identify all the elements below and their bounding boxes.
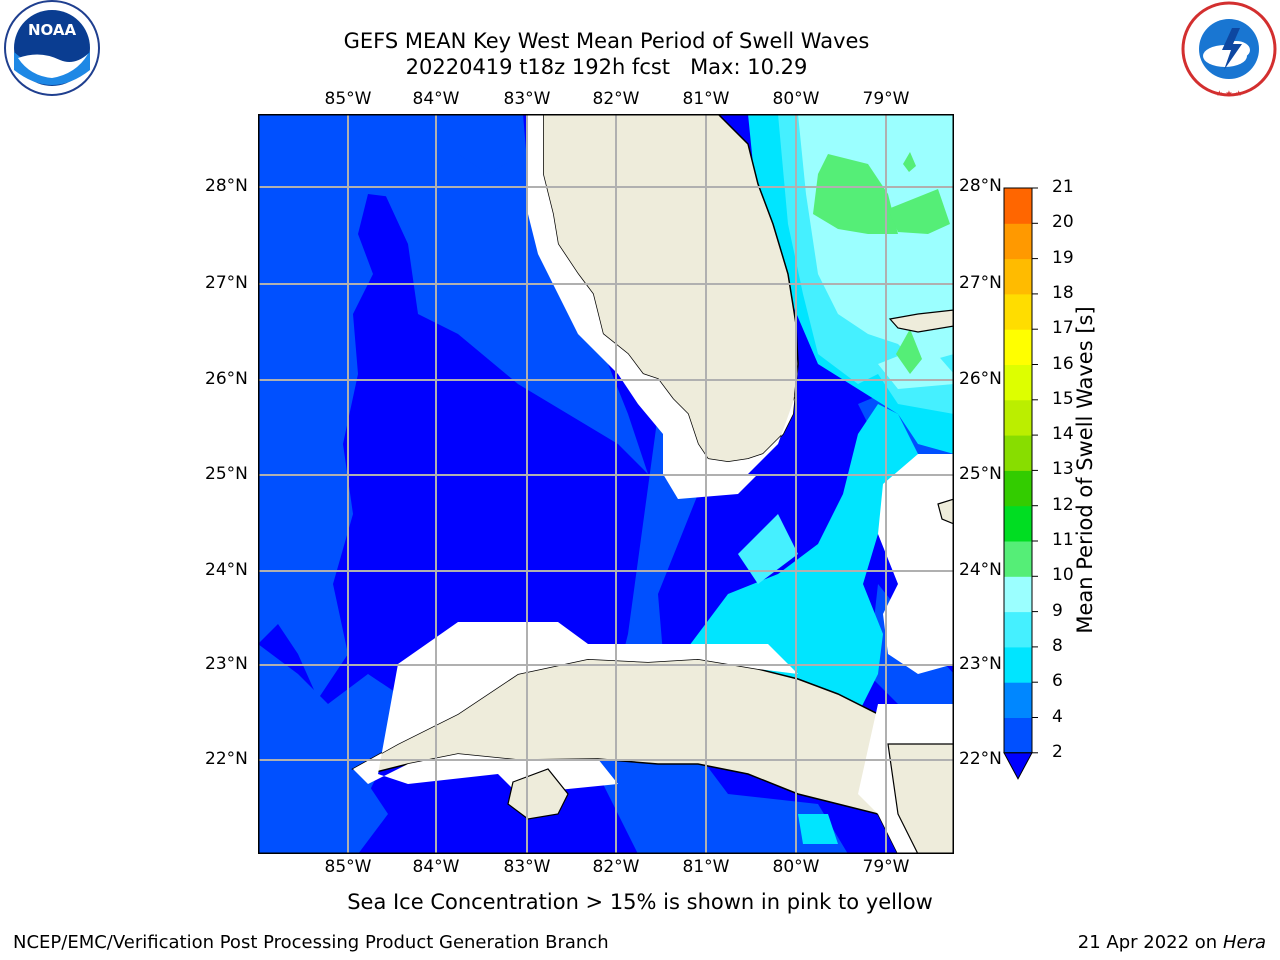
lon-label-bottom: 85°W — [324, 857, 372, 877]
lat-label-right: 28°N — [959, 176, 1002, 196]
colorbar-band — [1004, 541, 1032, 577]
colorbar-tick-label: 12 — [1052, 494, 1074, 515]
lat-label-right: 26°N — [959, 369, 1002, 389]
lat-label-left: 28°N — [205, 176, 248, 196]
swell-region-2-4 — [258, 114, 423, 699]
colorbar-tick-label: 2 — [1052, 741, 1063, 762]
title-line-1: GEFS MEAN Key West Mean Period of Swell … — [343, 29, 870, 53]
swell-region-9-10 — [888, 189, 950, 234]
colorbar-band — [1004, 399, 1032, 436]
lon-label-top: 81°W — [682, 89, 730, 109]
lon-label-bottom: 79°W — [862, 857, 910, 877]
lat-label-right: 27°N — [959, 273, 1002, 293]
colorbar-tick-label: 8 — [1052, 635, 1063, 656]
svg-text:★ ★ ★: ★ ★ ★ — [1216, 89, 1243, 98]
colorbar-label: Mean Period of Swell Waves [s] — [1073, 306, 1097, 634]
florida-white-margin — [528, 114, 798, 494]
lat-label-left: 25°N — [205, 464, 248, 484]
colorbar-band — [1004, 470, 1032, 507]
colorbar-tick-label: 20 — [1052, 212, 1074, 233]
colorbar-tick-label: 19 — [1052, 247, 1074, 268]
swell-region-4-6 — [798, 814, 838, 844]
lat-label-left: 23°N — [205, 654, 248, 674]
bahamas-white-area — [878, 454, 954, 674]
colorbar-extend-min — [1003, 752, 1033, 780]
swell-region-9-10 — [813, 154, 898, 234]
lon-label-top: 82°W — [592, 89, 640, 109]
lat-label-left: 27°N — [205, 273, 248, 293]
colorbar-tick-label: 21 — [1052, 177, 1074, 197]
colorbar-band — [1004, 505, 1032, 542]
footer-host: Hera — [1222, 932, 1266, 953]
map-frame — [258, 114, 954, 854]
lon-label-bottom: 83°W — [503, 857, 551, 877]
noaa-logo: NOAA — [0, 0, 104, 100]
title-line-2: 20220419 t18z 192h fcst Max: 10.29 — [405, 55, 808, 79]
lon-label-top: 83°W — [503, 89, 551, 109]
sea-ice-note: Sea Ice Concentration > 15% is shown in … — [347, 890, 933, 914]
lon-label-top: 84°W — [412, 89, 460, 109]
colorbar-tick-label: 6 — [1052, 671, 1063, 692]
lat-label-right: 22°N — [959, 749, 1002, 769]
noaa-logo-text: NOAA — [28, 21, 77, 39]
lat-label-right: 23°N — [959, 654, 1002, 674]
lon-label-top: 80°W — [772, 89, 820, 109]
swell-region-9-10 — [903, 152, 916, 172]
lat-label-left: 26°N — [205, 369, 248, 389]
colorbar-tick-label: 15 — [1052, 388, 1074, 409]
lon-label-top: 85°W — [324, 89, 372, 109]
colorbar-band — [1004, 717, 1032, 754]
colorbar-tick-label: 4 — [1052, 706, 1063, 727]
lon-label-bottom: 81°W — [682, 857, 730, 877]
colorbar-band — [1004, 293, 1032, 330]
colorbar-band — [1004, 223, 1032, 260]
map-canvas — [258, 113, 955, 855]
lat-label-right: 24°N — [959, 560, 1002, 580]
footer-branch: NCEP/EMC/Verification Post Processing Pr… — [13, 932, 609, 953]
colorbar-band — [1004, 329, 1032, 365]
colorbar-band — [1004, 682, 1032, 718]
colorbar-tick-label: 14 — [1052, 424, 1074, 445]
colorbar-tick-label: 11 — [1052, 530, 1074, 550]
swell-region-9-10 — [896, 329, 922, 374]
colorbar-tick-label: 18 — [1052, 282, 1074, 303]
colorbar-canvas — [1003, 187, 1038, 780]
nws-logo: ★ ★ ★ — [1178, 0, 1280, 100]
footer-date-text: 21 Apr 2022 on — [1077, 932, 1223, 953]
map-panel — [258, 113, 955, 855]
colorbar-tick-label: 13 — [1052, 459, 1074, 480]
gridlines — [258, 114, 954, 854]
footer-date: 21 Apr 2022 on Hera — [1078, 932, 1266, 953]
colorbar-tick-label: 9 — [1052, 600, 1063, 621]
colorbar — [1000, 180, 1060, 790]
isle-of-youth — [507, 768, 569, 820]
lon-label-bottom: 84°W — [412, 857, 460, 877]
keys-margin — [663, 474, 758, 499]
colorbar-tick-label: 16 — [1052, 353, 1074, 374]
lon-label-bottom: 82°W — [592, 857, 640, 877]
lat-label-right: 25°N — [959, 464, 1002, 484]
swell-region-6-8 — [738, 514, 798, 584]
colorbar-band — [1004, 646, 1032, 683]
colorbar-band — [1004, 258, 1032, 295]
colorbar-band — [1004, 188, 1032, 224]
colorbar-band — [1004, 611, 1032, 648]
colorbar-band — [1004, 576, 1032, 613]
colorbar-tick-label: 17 — [1052, 318, 1074, 339]
colorbar-band — [1004, 364, 1032, 401]
lon-label-bottom: 80°W — [772, 857, 820, 877]
colorbar-band — [1004, 435, 1032, 471]
swell-region-2-4 — [348, 114, 648, 474]
swell-region-2-4 — [418, 114, 523, 174]
lon-label-top: 79°W — [862, 89, 910, 109]
swell-region-2-4 — [258, 734, 388, 854]
lat-label-left: 24°N — [205, 560, 248, 580]
colorbar-tick-label: 10 — [1052, 565, 1074, 586]
lat-label-left: 22°N — [205, 749, 248, 769]
